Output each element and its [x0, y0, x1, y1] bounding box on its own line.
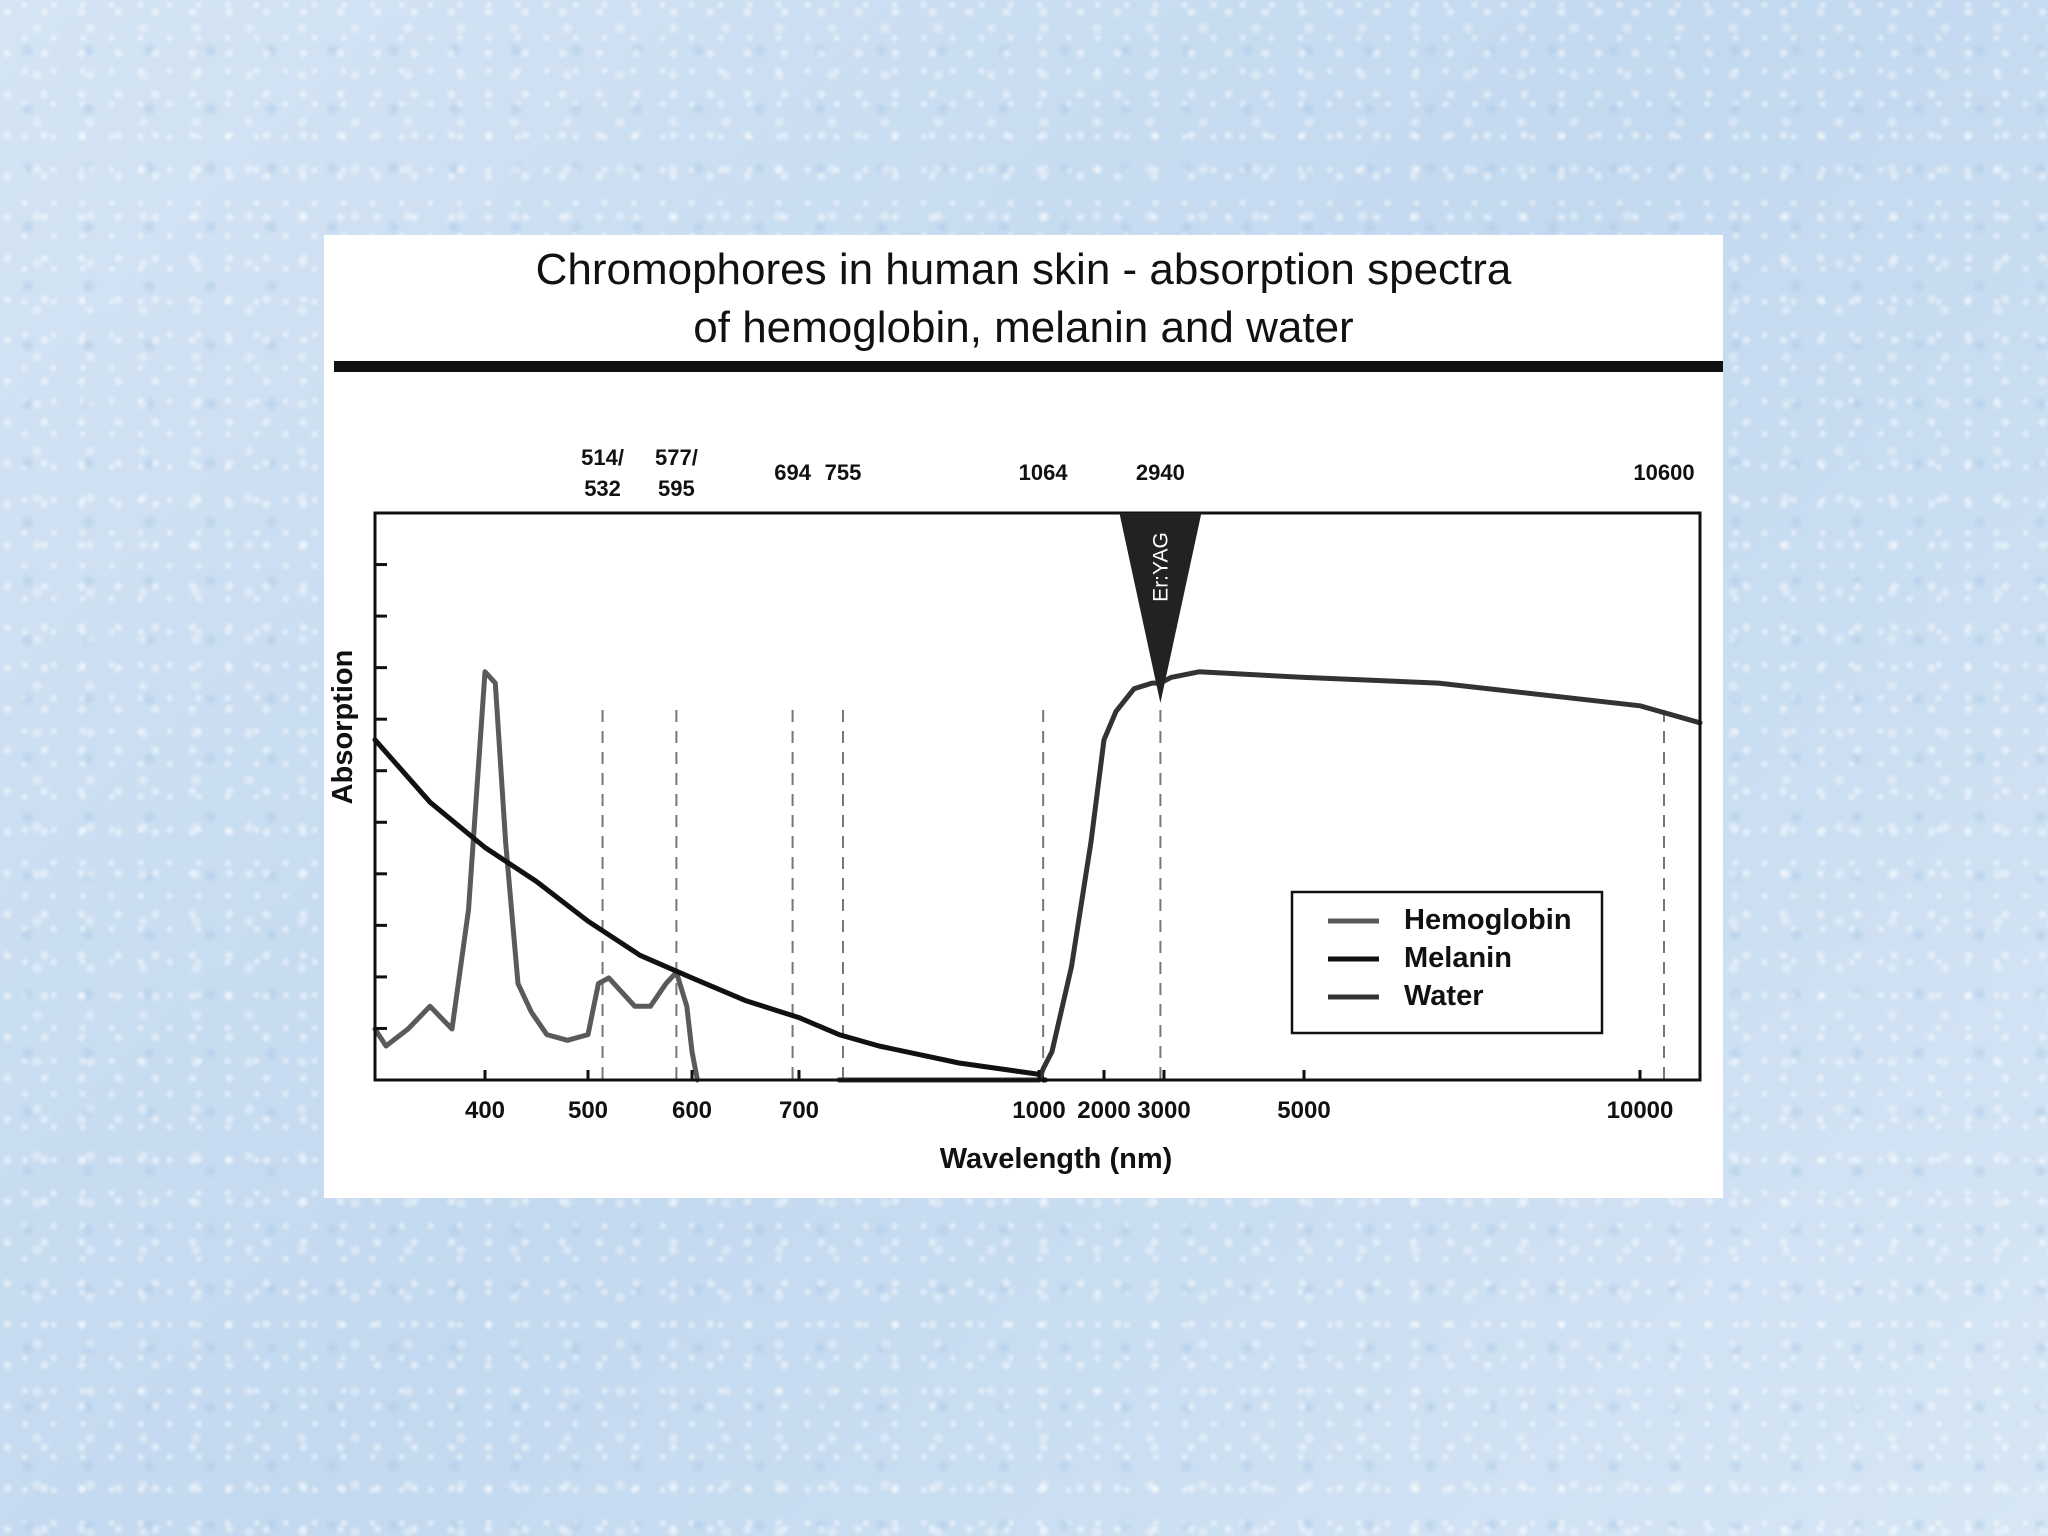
x-tick-label: 500 [568, 1097, 608, 1124]
chart-axes: 400 500 600 700 1000 2000 3000 5000 10000 [373, 511, 1702, 1124]
series-water [836, 669, 1703, 1083]
x-tick-label: 10000 [1607, 1097, 1674, 1124]
chart-title-line-2: of hemoglobin, melanin and water [693, 303, 1354, 352]
series-lines [372, 669, 1703, 1083]
laser-label: 595 [658, 476, 695, 501]
chart-title: Chromophores in human skin - absorption … [324, 235, 1723, 365]
laser-label: 694 [774, 460, 811, 485]
x-tick-label: 3000 [1137, 1097, 1190, 1124]
x-tick-label: 2000 [1077, 1097, 1130, 1124]
title-divider [334, 361, 1723, 372]
legend-box [1290, 890, 1604, 1035]
legend: Hemoglobin Melanin Water [1290, 890, 1604, 1035]
chart-title-line-1: Chromophores in human skin - absorption … [535, 245, 1512, 294]
laser-wavelength-labels: 514/532 577/595 694 755 1064 2940 10600 [581, 445, 1694, 501]
x-tick-label: 1000 [1012, 1097, 1065, 1124]
legend-label: Melanin [1404, 942, 1512, 974]
laser-label: 577/ [655, 445, 698, 470]
er-yag-triangle [1119, 513, 1202, 703]
legend-label: Hemoglobin [1404, 904, 1572, 936]
x-tick-label: 400 [465, 1097, 505, 1124]
chart-figure: Chromophores in human skin - absorption … [324, 235, 1723, 1198]
x-tick-label: 5000 [1277, 1097, 1330, 1124]
y-axis-label: Absorption [327, 650, 359, 805]
er-yag-label: Er:YAG [1149, 532, 1172, 602]
laser-label: 2940 [1136, 460, 1185, 485]
laser-label: 514/ [581, 445, 624, 470]
x-axis-label: Wavelength (nm) [940, 1143, 1173, 1175]
laser-label: 10600 [1633, 460, 1694, 485]
laser-label: 755 [825, 460, 862, 485]
laser-label: 532 [584, 476, 621, 501]
x-tick-label: 700 [779, 1097, 819, 1124]
x-tick-label: 600 [672, 1097, 712, 1124]
series-melanin [372, 737, 1048, 1083]
er-yag-marker: Er:YAG [1119, 513, 1202, 703]
laser-label: 1064 [1019, 460, 1069, 485]
absorption-chart: 400 500 600 700 1000 2000 3000 5000 10000 514/53… [327, 445, 1703, 1175]
legend-label: Water [1404, 980, 1484, 1012]
series-hemoglobin [372, 669, 700, 1083]
